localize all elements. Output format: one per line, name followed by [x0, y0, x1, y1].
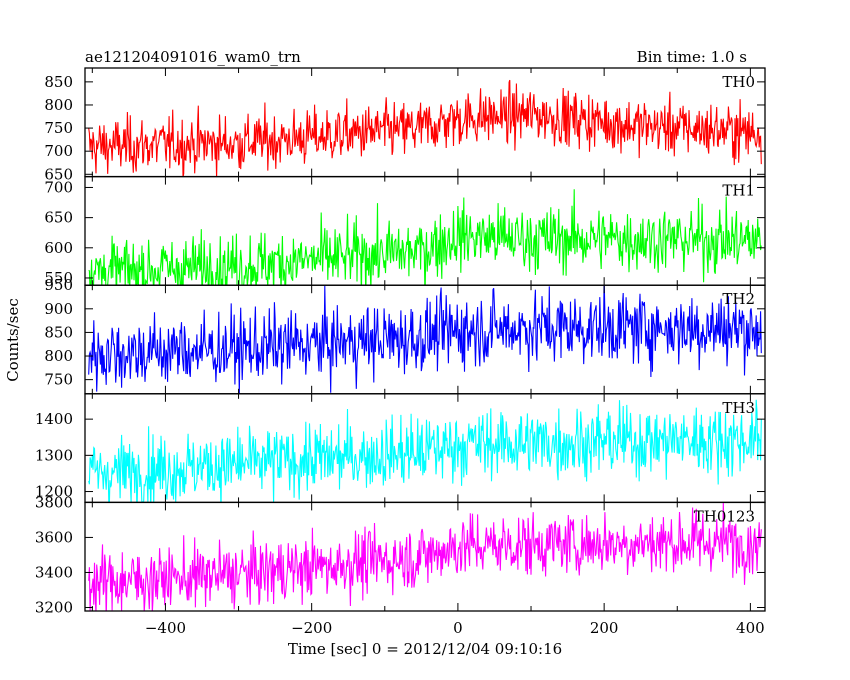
panel-frame-th0123	[84, 501, 766, 612]
x-tick-label: 0	[453, 619, 463, 637]
y-tick-label: 750	[44, 371, 73, 389]
y-tick-label: 800	[44, 96, 73, 114]
panel-label-th2: TH2	[722, 290, 755, 308]
y-tick-label: 850	[44, 323, 73, 341]
y-tick-label: 3400	[35, 563, 73, 581]
x-axis-label: Time [sec] 0 = 2012/12/04 09:10:16	[288, 640, 562, 658]
y-tick-label: 750	[44, 119, 73, 137]
y-tick-label: 1200	[35, 483, 73, 501]
y-tick-label: 3600	[35, 528, 73, 546]
x-tick-label: 400	[736, 619, 765, 637]
series-line-th0	[88, 79, 762, 177]
y-tick-label: 550	[44, 269, 73, 287]
y-tick-label: 600	[44, 239, 73, 257]
series-line-th0123	[88, 502, 762, 611]
chart-title: ae121204091016_wam0_trn	[85, 48, 301, 66]
x-tick-label: −400	[145, 619, 186, 637]
y-tick-label: 1300	[35, 446, 73, 464]
y-tick-label: 850	[44, 73, 73, 91]
y-axis-label: Counts/sec	[4, 298, 22, 382]
y-tick-label: 800	[44, 347, 73, 365]
y-tick-label: 950	[44, 276, 73, 294]
y-tick-label: 700	[44, 142, 73, 160]
series-line-th1	[88, 189, 762, 286]
y-tick-label: 650	[44, 209, 73, 227]
y-tick-label: 700	[44, 178, 73, 196]
series-line-th2	[88, 285, 762, 394]
panel-label-th0123: TH0123	[694, 507, 755, 525]
x-tick-label: −200	[291, 619, 332, 637]
series-line-th3	[88, 399, 762, 503]
y-tick-label: 3800	[35, 493, 73, 511]
panel-label-th0: TH0	[722, 73, 755, 91]
y-tick-label: 650	[44, 165, 73, 183]
bin-time-label: Bin time: 1.0 s	[637, 48, 747, 66]
y-tick-label: 900	[44, 300, 73, 318]
panel-label-th3: TH3	[722, 399, 755, 417]
y-tick-label: 3200	[35, 598, 73, 616]
x-tick-label: 200	[590, 619, 619, 637]
panel-label-th1: TH1	[722, 182, 755, 200]
y-tick-label: 1400	[35, 410, 73, 428]
